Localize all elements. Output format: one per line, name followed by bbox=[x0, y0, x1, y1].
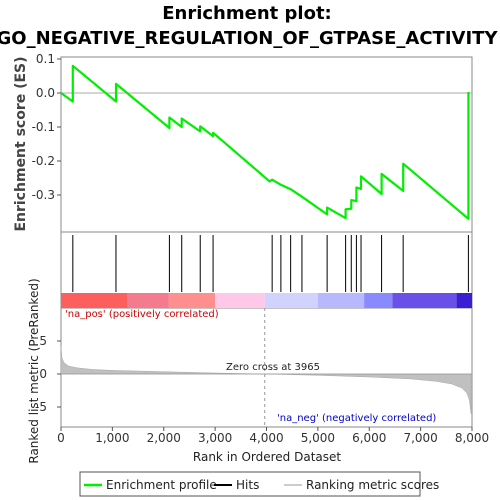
metric-y-tick-label: -5 bbox=[35, 400, 47, 414]
legend-label: Hits bbox=[236, 478, 259, 492]
chart-title-line2: GO_NEGATIVE_REGULATION_OF_GTPASE_ACTIVIT… bbox=[0, 28, 498, 49]
x-axis-title: Rank in Ordered Dataset bbox=[193, 450, 341, 464]
axes-layer: 0.1 0.0 -0.1 -0.2 -0.3 5 0 -5 0 1,000 2,000 3,000 4,… bbox=[32, 52, 490, 445]
es-y-tick-label: 0.0 bbox=[36, 86, 55, 100]
ranked-metric-area bbox=[60, 346, 472, 414]
x-tick-label: 8,000 bbox=[455, 431, 489, 445]
color-bar-segment bbox=[264, 293, 318, 308]
x-tick-label: 6,000 bbox=[352, 431, 386, 445]
zero-cross-label: Zero cross at 3965 bbox=[226, 362, 320, 373]
color-bar-segment bbox=[215, 293, 265, 308]
legend-label: Enrichment profile bbox=[106, 478, 217, 492]
color-bar-segment bbox=[168, 293, 216, 308]
legend-label: Ranking metric scores bbox=[306, 478, 439, 492]
es-panel bbox=[60, 56, 473, 233]
x-tick-label: 0 bbox=[57, 431, 65, 445]
es-y-tick-label: -0.3 bbox=[32, 188, 55, 202]
color-bar-segment bbox=[364, 293, 393, 308]
neg-label: 'na_neg' (negatively correlated) bbox=[277, 413, 436, 424]
es-y-tick-label: -0.2 bbox=[32, 154, 55, 168]
x-tick-label: 4,000 bbox=[249, 431, 283, 445]
legend: Enrichment profile Hits Ranking metric sco… bbox=[84, 478, 439, 492]
es-y-tick-label: -0.1 bbox=[32, 120, 55, 134]
es-y-tick-label: 0.1 bbox=[36, 52, 55, 66]
hits-layer bbox=[72, 235, 469, 292]
x-tick-label: 7,000 bbox=[403, 431, 437, 445]
metric-axis-title: Ranked list metric (PreRanked) bbox=[27, 278, 41, 463]
es-layer bbox=[60, 64, 472, 220]
color-bar bbox=[61, 293, 472, 308]
x-tick-label: 1,000 bbox=[95, 431, 129, 445]
color-bar-segment bbox=[456, 293, 472, 308]
es-axis-title: Enrichment score (ES) bbox=[13, 56, 29, 231]
enrichment-profile-line bbox=[60, 64, 470, 220]
metric-panel bbox=[60, 307, 473, 428]
x-tick-label: 5,000 bbox=[301, 431, 335, 445]
metric-layer bbox=[60, 308, 472, 427]
color-bar-segment bbox=[127, 293, 169, 308]
legend-box bbox=[79, 471, 421, 497]
x-tick-label: 2,000 bbox=[147, 431, 181, 445]
pos-label: 'na_pos' (positively correlated) bbox=[65, 309, 219, 320]
color-bar-segment bbox=[61, 293, 128, 308]
metric-y-tick-label: 0 bbox=[39, 367, 47, 381]
chart-title-line1: Enrichment plot: bbox=[162, 3, 332, 24]
x-tick-label: 3,000 bbox=[198, 431, 232, 445]
color-bar-segment bbox=[392, 293, 457, 308]
color-bar-segment bbox=[317, 293, 365, 308]
metric-y-tick-label: 5 bbox=[39, 334, 47, 348]
